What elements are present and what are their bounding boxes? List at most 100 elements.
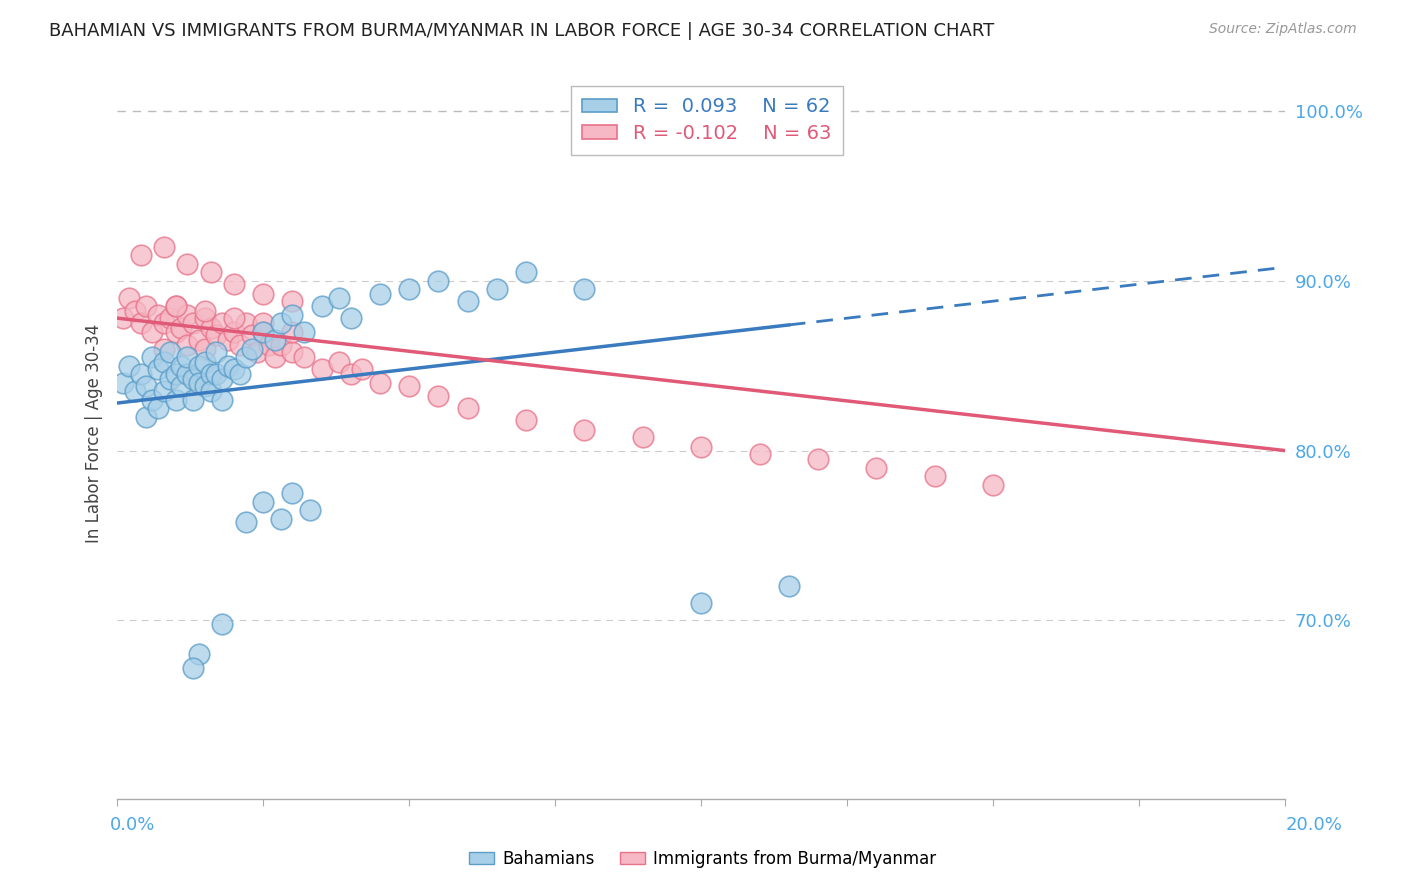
Point: [252, 287, 274, 301]
Point: [211, 392, 233, 407]
Point: [281, 345, 304, 359]
Point: [281, 325, 304, 339]
Point: [222, 325, 245, 339]
Point: [187, 333, 209, 347]
Point: [292, 325, 315, 339]
Point: [194, 342, 217, 356]
Point: [270, 511, 292, 525]
Point: [141, 325, 163, 339]
Point: [165, 299, 187, 313]
Point: [398, 379, 420, 393]
Point: [170, 359, 193, 373]
Point: [200, 384, 222, 399]
Point: [205, 367, 228, 381]
Point: [222, 362, 245, 376]
Point: [457, 294, 479, 309]
Point: [200, 321, 222, 335]
Legend: Bahamians, Immigrants from Burma/Myanmar: Bahamians, Immigrants from Burma/Myanmar: [463, 844, 943, 875]
Point: [211, 316, 233, 330]
Point: [153, 384, 176, 399]
Point: [118, 359, 141, 373]
Point: [235, 350, 257, 364]
Point: [235, 316, 257, 330]
Point: [368, 287, 391, 301]
Point: [427, 274, 450, 288]
Point: [807, 452, 830, 467]
Point: [229, 367, 252, 381]
Point: [176, 367, 198, 381]
Point: [176, 257, 198, 271]
Point: [170, 321, 193, 335]
Point: [124, 384, 146, 399]
Point: [146, 401, 169, 416]
Point: [515, 413, 537, 427]
Point: [205, 328, 228, 343]
Point: [153, 355, 176, 369]
Point: [235, 515, 257, 529]
Point: [135, 299, 157, 313]
Text: Source: ZipAtlas.com: Source: ZipAtlas.com: [1209, 22, 1357, 37]
Point: [135, 409, 157, 424]
Point: [159, 311, 181, 326]
Point: [205, 345, 228, 359]
Point: [240, 328, 263, 343]
Point: [339, 367, 361, 381]
Point: [631, 430, 654, 444]
Point: [153, 316, 176, 330]
Point: [129, 367, 152, 381]
Point: [281, 486, 304, 500]
Point: [153, 240, 176, 254]
Point: [194, 304, 217, 318]
Point: [112, 376, 135, 390]
Point: [159, 345, 181, 359]
Point: [328, 355, 350, 369]
Point: [181, 661, 204, 675]
Point: [222, 277, 245, 292]
Point: [690, 440, 713, 454]
Point: [176, 308, 198, 322]
Point: [270, 338, 292, 352]
Legend: R =  0.093    N = 62, R = -0.102    N = 63: R = 0.093 N = 62, R = -0.102 N = 63: [571, 86, 844, 154]
Point: [270, 316, 292, 330]
Point: [252, 316, 274, 330]
Point: [165, 325, 187, 339]
Point: [187, 376, 209, 390]
Y-axis label: In Labor Force | Age 30-34: In Labor Force | Age 30-34: [86, 324, 103, 543]
Point: [181, 372, 204, 386]
Point: [129, 248, 152, 262]
Point: [368, 376, 391, 390]
Point: [311, 362, 333, 376]
Text: 0.0%: 0.0%: [110, 816, 155, 834]
Point: [165, 392, 187, 407]
Point: [153, 342, 176, 356]
Point: [222, 311, 245, 326]
Point: [257, 338, 280, 352]
Point: [292, 350, 315, 364]
Point: [176, 338, 198, 352]
Point: [328, 291, 350, 305]
Point: [176, 350, 198, 364]
Point: [211, 616, 233, 631]
Point: [981, 477, 1004, 491]
Point: [200, 265, 222, 279]
Point: [146, 308, 169, 322]
Point: [159, 372, 181, 386]
Point: [194, 355, 217, 369]
Point: [485, 282, 508, 296]
Point: [281, 294, 304, 309]
Point: [129, 316, 152, 330]
Point: [165, 299, 187, 313]
Point: [339, 311, 361, 326]
Point: [281, 308, 304, 322]
Point: [574, 423, 596, 437]
Point: [194, 379, 217, 393]
Point: [141, 392, 163, 407]
Point: [112, 311, 135, 326]
Point: [217, 359, 239, 373]
Point: [748, 447, 770, 461]
Point: [165, 367, 187, 381]
Point: [181, 316, 204, 330]
Point: [146, 362, 169, 376]
Point: [778, 579, 800, 593]
Point: [252, 325, 274, 339]
